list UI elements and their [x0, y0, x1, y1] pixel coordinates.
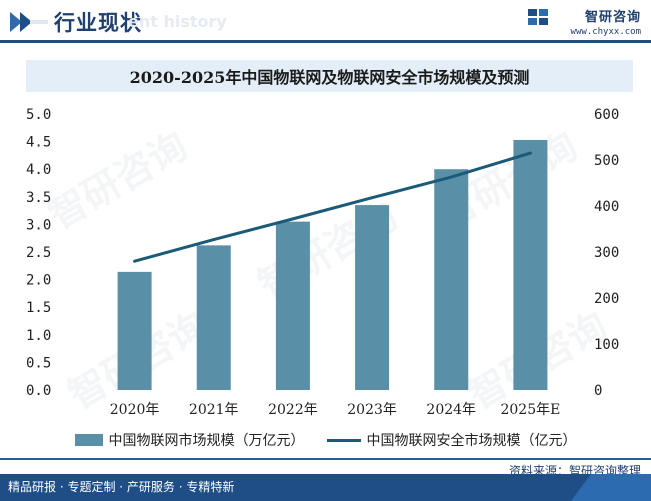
y-tick-label-left: 2.0 — [26, 273, 51, 289]
footer-divider — [0, 458, 651, 460]
y-tick-label-left: 3.5 — [26, 190, 51, 206]
y-tick-label-right: 300 — [594, 245, 619, 261]
x-tick-label: 2023年 — [347, 402, 397, 418]
line-point — [133, 259, 137, 263]
tagline: 精品研报 · 专题定制 · 产研服务 · 专精特新 — [8, 480, 235, 494]
tagline-bar — [0, 474, 651, 501]
x-tick-label: 2021年 — [189, 402, 239, 418]
x-tick-label: 2025年E — [500, 402, 560, 418]
legend-line-swatch — [326, 438, 361, 442]
y-tick-label-right: 600 — [594, 107, 619, 123]
legend-bar-swatch — [74, 434, 103, 446]
brand-logo-icon — [528, 9, 548, 25]
y-tick-label-left: 0.0 — [26, 383, 51, 399]
header-chevron-icon — [10, 12, 48, 32]
y-tick-label-right: 500 — [594, 153, 619, 169]
chart-plot: 0.0 0.5 1.0 1.5 2.0 2.5 3.0 3.5 4.0 4.5 5.0 0 100 200… — [26, 107, 619, 418]
legend-line-label: 中国物联网安全市场规模（亿元） — [366, 433, 577, 449]
line-point — [370, 196, 374, 200]
chart-title: 2020-2025年中国物联网及物联网安全市场规模及预测 — [129, 68, 530, 87]
bar — [513, 139, 548, 390]
y-tick-label-left: 5.0 — [26, 107, 51, 123]
brand-name: 智研咨询 — [584, 10, 641, 25]
series-line — [134, 151, 531, 263]
x-tick-label: 2022年 — [268, 402, 318, 418]
bar — [434, 169, 469, 390]
y-tick-label-right: 200 — [594, 291, 619, 307]
y-tick-label-left: 1.5 — [26, 300, 51, 316]
x-tick-label: 2020年 — [110, 402, 160, 418]
footer-corner-decoration — [571, 474, 651, 501]
y-tick-label-left: 4.5 — [26, 135, 51, 151]
header-divider — [0, 40, 651, 43]
bar — [275, 221, 310, 390]
brand-url: www.chyxx.com — [570, 27, 641, 37]
page-title: 行业现状 — [54, 11, 142, 35]
legend: 中国物联网市场规模（万亿元） 中国物联网安全市场规模（亿元） — [0, 430, 651, 450]
line-point — [449, 175, 453, 179]
chart-title-bar: 2020-2025年中国物联网及物联网安全市场规模及预测 — [26, 60, 633, 92]
y-tick-label-left: 2.5 — [26, 245, 51, 261]
y-tick-label-left: 0.5 — [26, 355, 51, 371]
bar — [355, 205, 390, 390]
y-tick-label-right: 100 — [594, 337, 619, 353]
header: 行业现状 ent history 智研咨询 www.chyxx.com — [0, 0, 651, 46]
footer: 资料来源：智研咨询整理 精品研报 · 专题定制 · 产研服务 · 专精特新 — [0, 458, 651, 501]
y-tick-label-left: 1.0 — [26, 328, 51, 344]
line-point — [528, 151, 532, 155]
legend-item-bar: 中国物联网市场规模（万亿元） — [74, 430, 305, 450]
y-tick-label-right: 400 — [594, 199, 619, 215]
bar — [117, 271, 152, 390]
brand: 智研咨询 www.chyxx.com — [528, 6, 641, 37]
header-ghost-text: ent history — [128, 12, 227, 31]
bar — [196, 245, 231, 390]
line-point — [291, 217, 295, 221]
y-tick-label-left: 4.0 — [26, 162, 51, 178]
y-tick-label-left: 3.0 — [26, 217, 51, 233]
legend-bar-label: 中国物联网市场规模（万亿元） — [108, 433, 305, 449]
legend-item-line: 中国物联网安全市场规模（亿元） — [326, 430, 577, 450]
x-tick-label: 2024年 — [426, 402, 476, 418]
y-tick-label-right: 0 — [594, 383, 602, 399]
line-point — [212, 238, 216, 242]
